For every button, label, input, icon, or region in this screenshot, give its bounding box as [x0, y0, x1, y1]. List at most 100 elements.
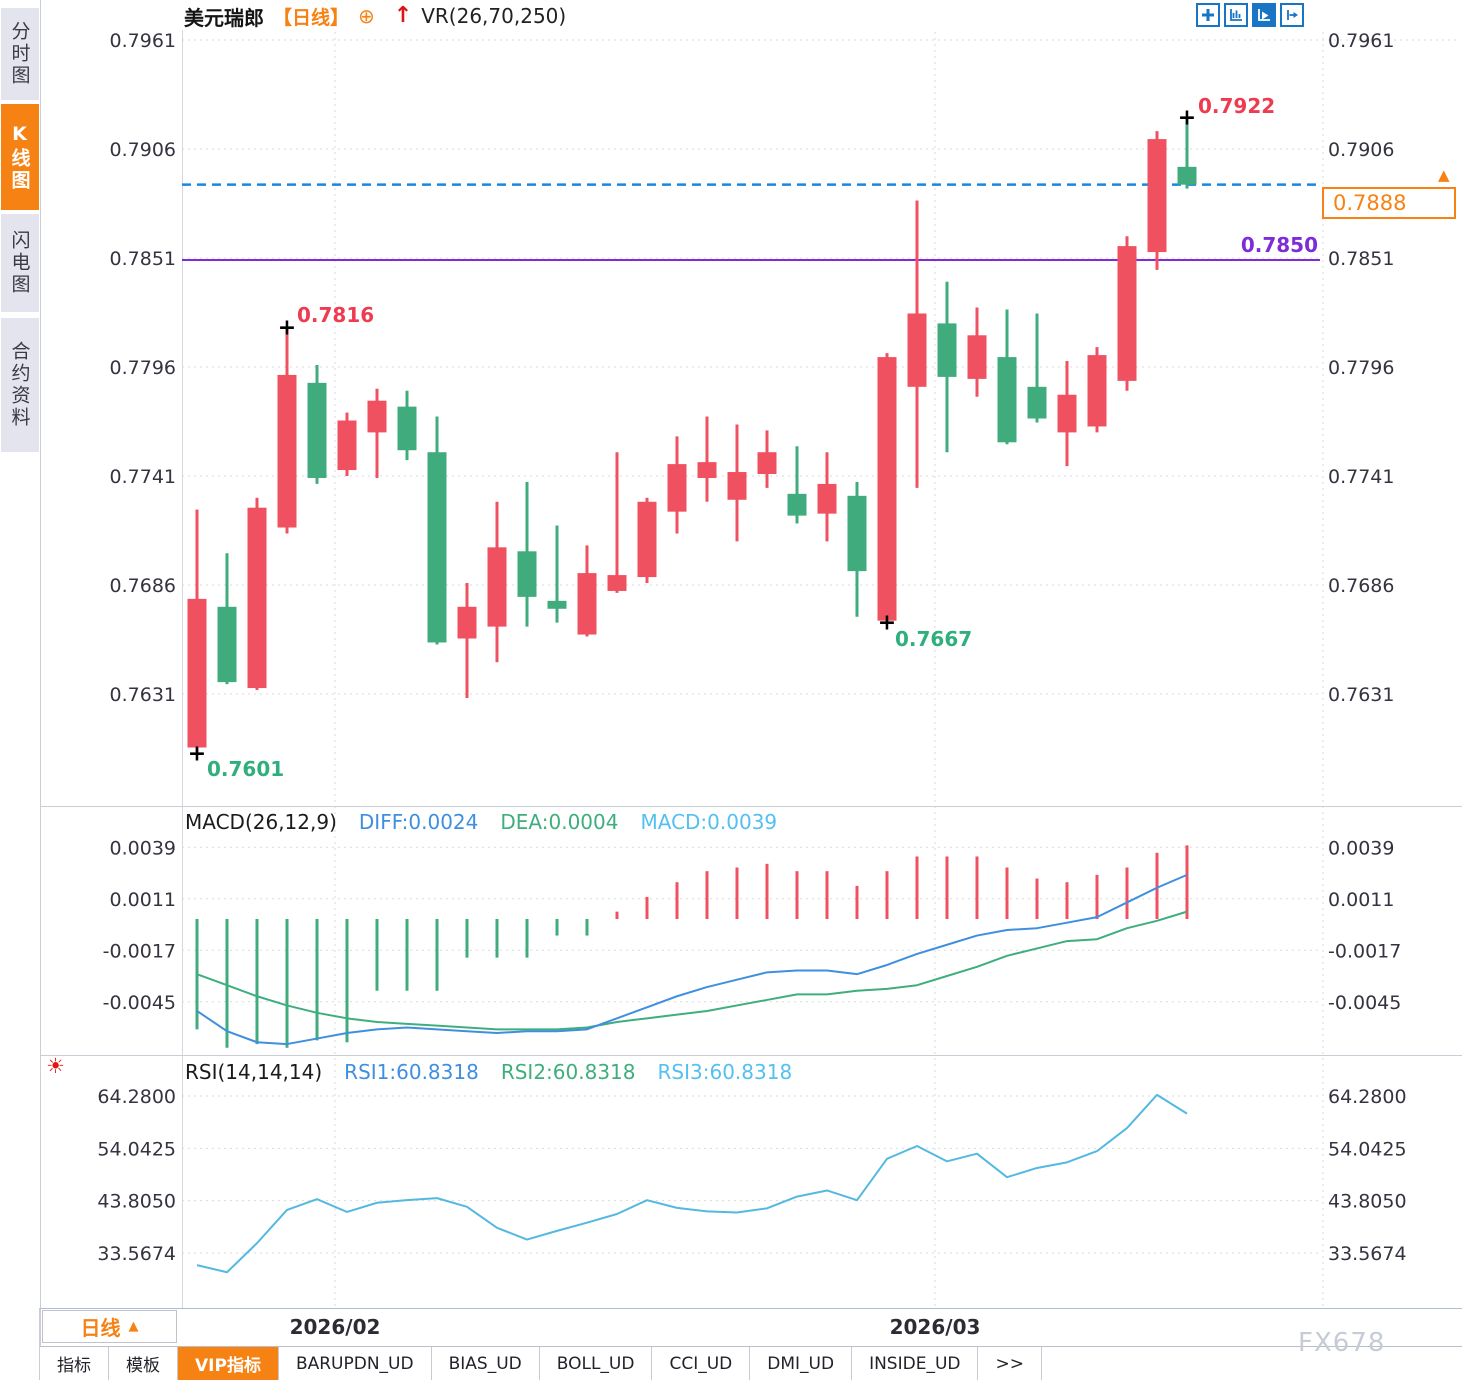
candle-body — [217, 606, 237, 683]
chart-header: 美元瑞郎 【日线】 ⊕ ↑ VR(26,70,250) — [184, 2, 566, 30]
macd-tick-left: 0.0011 — [110, 889, 176, 911]
candle-body — [1057, 394, 1077, 433]
candle-body — [817, 483, 837, 514]
macd-diff-line — [196, 873, 1188, 1046]
extreme-price-label: 0.7667 — [895, 627, 972, 651]
rsi-tick-right: 43.8050 — [1328, 1191, 1407, 1213]
candle-body — [727, 472, 747, 500]
sidebar-item-4[interactable]: 合约资料 — [1, 318, 39, 452]
price-tick-left: 0.7906 — [110, 139, 176, 161]
tab-4[interactable]: BARUPDN_UD — [279, 1347, 432, 1380]
macd-title-row: MACD(26,12,9) DIFF:0.0024 DEA:0.0004 MAC… — [185, 810, 777, 834]
sidebar-item-3[interactable]: 闪电图 — [1, 214, 39, 312]
candle-body — [1087, 355, 1107, 427]
candle-body — [397, 406, 417, 451]
rsi-title[interactable]: RSI(14,14,14) — [185, 1060, 323, 1084]
price-tick-right: 0.7851 — [1328, 248, 1394, 270]
tab-1[interactable]: 指标 — [40, 1347, 109, 1380]
rsi1-value: RSI1:60.8318 — [344, 1060, 479, 1084]
xaxis-date-label: 2026/02 — [290, 1315, 381, 1339]
candle-body — [757, 452, 777, 475]
macd-title[interactable]: MACD(26,12,9) — [185, 810, 337, 834]
candle-body — [967, 335, 987, 379]
candle-body — [427, 452, 447, 643]
candle-body — [487, 547, 507, 627]
candle-body — [457, 606, 477, 639]
price-tick-right: 0.7796 — [1328, 357, 1394, 379]
candle-body — [607, 575, 627, 591]
vr-indicator-label[interactable]: VR(26,70,250) — [421, 4, 567, 28]
rsi-line — [196, 1093, 1188, 1274]
symbol-name: 美元瑞郎 — [184, 5, 264, 30]
candle-body — [277, 374, 297, 528]
axis-scale-icon[interactable] — [1224, 3, 1248, 27]
sidebar-item-2[interactable]: K线图 — [1, 104, 39, 210]
price-tick-right: 0.7686 — [1328, 575, 1394, 597]
macd-tick-left: -0.0045 — [103, 992, 176, 1014]
rsi-tick-right: 54.0425 — [1328, 1138, 1407, 1160]
period-button[interactable]: 日线 ▲ — [42, 1310, 177, 1343]
macd-tick-right: -0.0017 — [1328, 940, 1401, 962]
candle-body — [937, 323, 957, 377]
rsi-tick-right: 64.2800 — [1328, 1086, 1407, 1108]
extreme-marker: + — [278, 315, 296, 340]
tab-9[interactable]: INSIDE_UD — [852, 1347, 979, 1380]
rsi-tick-right: 33.5674 — [1328, 1243, 1407, 1265]
auto-follow-icon[interactable] — [1252, 3, 1276, 27]
candle-body — [577, 573, 597, 635]
support-line-price-label: 0.7850 — [1240, 233, 1318, 257]
candle-body — [877, 357, 897, 621]
candle-body — [1177, 166, 1197, 185]
price-tick-right: 0.7631 — [1328, 684, 1394, 706]
tab-8[interactable]: DMI_UD — [750, 1347, 853, 1380]
extreme-marker: + — [1178, 105, 1196, 130]
candle-body — [907, 313, 927, 387]
candle-body — [1147, 139, 1167, 253]
extreme-price-label: 0.7922 — [1198, 94, 1275, 118]
rsi2-value: RSI2:60.8318 — [500, 1060, 636, 1084]
tab-10[interactable]: >> — [978, 1347, 1042, 1380]
jump-to-latest-icon[interactable] — [1280, 3, 1304, 27]
target-crosshair-icon[interactable]: ⊕ — [358, 4, 375, 28]
candle-body — [787, 493, 807, 516]
indicator-settings-sun-icon[interactable]: ☀ — [46, 1054, 65, 1078]
candle-body — [247, 507, 267, 689]
chart-toolbar — [1196, 3, 1304, 27]
tab-2[interactable]: 模板 — [109, 1347, 178, 1380]
candle-body — [637, 501, 657, 578]
macd-tick-left: 0.0039 — [110, 837, 176, 859]
price-tick-right: 0.7961 — [1328, 30, 1394, 52]
tab-7[interactable]: CCI_UD — [652, 1347, 751, 1380]
price-tick-left: 0.7686 — [110, 575, 176, 597]
rsi-title-row: RSI(14,14,14) RSI1:60.8318 RSI2:60.8318 … — [185, 1060, 792, 1084]
macd-tick-left: -0.0017 — [103, 940, 176, 962]
tab-6[interactable]: BOLL_UD — [540, 1347, 653, 1380]
extreme-marker: + — [188, 741, 206, 766]
candle-body — [667, 464, 687, 512]
buy-signal-arrow-icon: ↑ — [393, 3, 413, 28]
sidebar-item-1[interactable]: 分时图 — [1, 8, 39, 100]
bottom-tab-bar: 指标 模板 VIP指标 BARUPDN_UD BIAS_UD BOLL_UD CCI_UD D… — [40, 1346, 1462, 1380]
candle-body — [517, 551, 537, 597]
tab-5[interactable]: BIAS_UD — [432, 1347, 540, 1380]
macd-tick-right: -0.0045 — [1328, 992, 1401, 1014]
rsi-tick-left: 33.5674 — [97, 1243, 176, 1265]
price-up-arrow-icon: ▲ — [1438, 166, 1450, 184]
rsi-tick-left: 54.0425 — [97, 1138, 176, 1160]
rsi-tick-left: 43.8050 — [97, 1191, 176, 1213]
extreme-price-label: 0.7601 — [207, 757, 284, 781]
candle-body — [337, 420, 357, 471]
macd-hist-value: MACD:0.0039 — [640, 810, 778, 834]
price-tick-left: 0.7961 — [110, 30, 176, 52]
candle-body — [847, 495, 867, 572]
period-tag[interactable]: 【日线】 — [273, 6, 350, 29]
macd-tick-right: 0.0039 — [1328, 837, 1394, 859]
pan-crosshair-icon[interactable] — [1196, 3, 1220, 27]
period-button-arrow-icon: ▲ — [128, 1319, 139, 1334]
extreme-marker: + — [878, 611, 896, 636]
macd-tick-right: 0.0011 — [1328, 889, 1394, 911]
tab-3[interactable]: VIP指标 — [178, 1347, 279, 1380]
watermark: FX678 — [1298, 1328, 1386, 1358]
